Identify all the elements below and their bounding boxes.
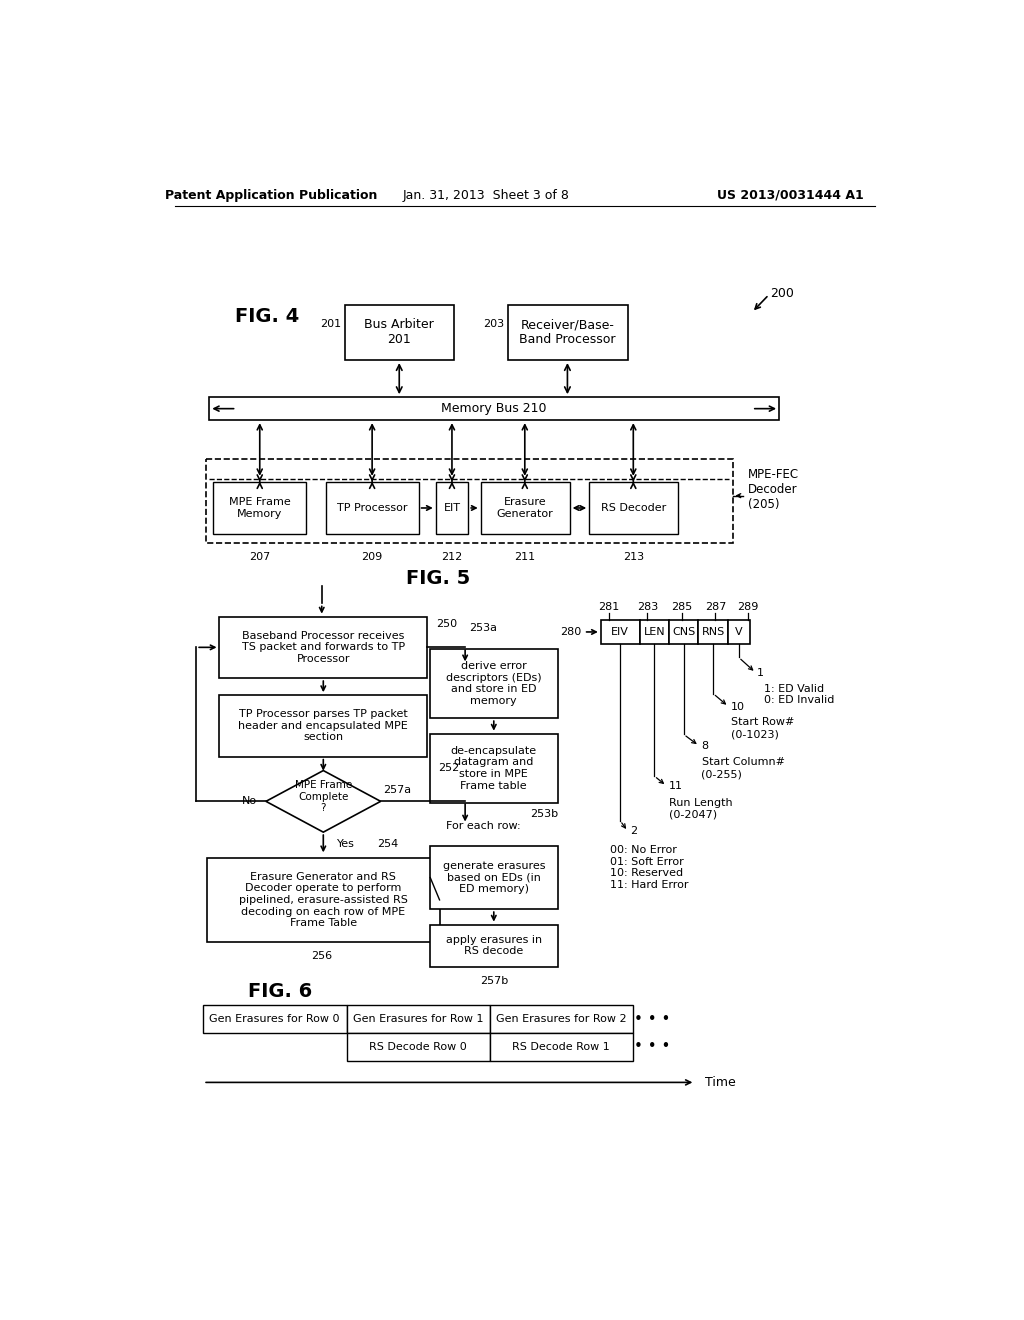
Text: Yes: Yes <box>337 838 355 849</box>
Bar <box>345 305 454 360</box>
Text: 281: 281 <box>598 602 620 611</box>
Bar <box>206 459 732 544</box>
Text: Jan. 31, 2013  Sheet 3 of 8: Jan. 31, 2013 Sheet 3 of 8 <box>402 189 569 202</box>
Text: 289: 289 <box>737 602 759 611</box>
Text: Bus Arbiter
201: Bus Arbiter 201 <box>365 318 434 346</box>
Text: Baseband Processor receives
TS packet and forwards to TP
Processor: Baseband Processor receives TS packet an… <box>242 631 404 664</box>
Text: 280: 280 <box>560 627 582 638</box>
Text: Run Length
(0-2047): Run Length (0-2047) <box>669 797 732 820</box>
Polygon shape <box>266 771 381 832</box>
Text: Receiver/Base-
Band Processor: Receiver/Base- Band Processor <box>519 318 615 346</box>
Text: V: V <box>735 627 742 638</box>
Text: 2: 2 <box>630 826 637 837</box>
Bar <box>669 620 698 644</box>
Bar <box>601 620 640 644</box>
Text: 212: 212 <box>441 552 463 562</box>
Text: Erasure
Generator: Erasure Generator <box>497 498 553 519</box>
Text: For each row:: For each row: <box>445 821 520 832</box>
Bar <box>213 482 306 535</box>
Text: 287: 287 <box>705 602 726 611</box>
Text: 209: 209 <box>361 552 383 562</box>
Text: 285: 285 <box>672 602 693 611</box>
Text: • • •: • • • <box>635 1011 671 1027</box>
Text: Gen Erasures for Row 0: Gen Erasures for Row 0 <box>209 1014 340 1024</box>
Text: apply erasures in
RS decode: apply erasures in RS decode <box>445 935 542 956</box>
Bar <box>219 696 427 756</box>
Text: 207: 207 <box>249 552 270 562</box>
Text: TP Processor parses TP packet
header and encapsulated MPE
section: TP Processor parses TP packet header and… <box>239 709 409 742</box>
Text: MPE Frame
Complete
?: MPE Frame Complete ? <box>295 780 352 813</box>
Text: • • •: • • • <box>635 1039 671 1055</box>
Bar <box>430 846 558 909</box>
Text: 253b: 253b <box>530 809 558 818</box>
Text: 253a: 253a <box>469 623 497 634</box>
Bar <box>698 620 728 644</box>
Text: 1: 1 <box>758 668 764 677</box>
Bar <box>326 482 419 535</box>
Text: Time: Time <box>705 1076 735 1089</box>
Text: 254: 254 <box>378 838 398 849</box>
Bar <box>346 1006 489 1034</box>
Bar <box>489 1006 633 1034</box>
Text: Memory Bus 210: Memory Bus 210 <box>441 403 547 416</box>
Text: Gen Erasures for Row 1: Gen Erasures for Row 1 <box>352 1014 483 1024</box>
Bar <box>430 924 558 966</box>
Text: MPE-FEC
Decoder
(205): MPE-FEC Decoder (205) <box>748 469 799 511</box>
Text: 213: 213 <box>623 552 644 562</box>
Text: 250: 250 <box>436 619 458 630</box>
Bar <box>728 620 750 644</box>
Text: generate erasures
based on EDs (in
ED memory): generate erasures based on EDs (in ED me… <box>442 861 545 894</box>
Bar <box>589 482 678 535</box>
Text: RS Decoder: RS Decoder <box>601 503 666 513</box>
Text: RNS: RNS <box>701 627 725 638</box>
Text: No: No <box>242 796 257 807</box>
Text: 11: 11 <box>669 781 683 791</box>
Text: 201: 201 <box>319 319 341 329</box>
Bar <box>435 482 468 535</box>
Text: Erasure Generator and RS
Decoder operate to perform
pipelined, erasure-assisted : Erasure Generator and RS Decoder operate… <box>239 871 408 928</box>
Text: EIV: EIV <box>611 627 629 638</box>
Text: 257b: 257b <box>479 975 508 986</box>
Text: FIG. 4: FIG. 4 <box>234 306 299 326</box>
Text: de-encapsulate
datagram and
store in MPE
Frame table: de-encapsulate datagram and store in MPE… <box>451 746 537 791</box>
Bar <box>430 734 558 803</box>
Bar <box>209 397 779 420</box>
Text: 1: ED Valid
0: ED Invalid: 1: ED Valid 0: ED Invalid <box>764 684 834 705</box>
Text: 256: 256 <box>311 952 333 961</box>
Text: RS Decode Row 0: RS Decode Row 0 <box>369 1041 467 1052</box>
Text: 283: 283 <box>637 602 657 611</box>
Text: Start Column#
(0-255): Start Column# (0-255) <box>701 758 784 779</box>
Text: MPE Frame
Memory: MPE Frame Memory <box>229 498 291 519</box>
Bar <box>203 1006 346 1034</box>
Text: EIT: EIT <box>443 503 461 513</box>
Text: CNS: CNS <box>672 627 695 638</box>
Text: 8: 8 <box>701 741 709 751</box>
Text: 252: 252 <box>438 763 459 774</box>
Text: FIG. 6: FIG. 6 <box>248 982 312 1001</box>
Bar <box>640 620 669 644</box>
Text: 203: 203 <box>482 319 504 329</box>
Text: Patent Application Publication: Patent Application Publication <box>165 189 378 202</box>
Text: Start Row#
(0-1023): Start Row# (0-1023) <box>731 718 795 739</box>
Bar <box>480 482 569 535</box>
Bar <box>430 649 558 718</box>
Bar <box>346 1034 489 1061</box>
Text: TP Processor: TP Processor <box>337 503 408 513</box>
Text: 00: No Error
01: Soft Error
10: Reserved
11: Hard Error: 00: No Error 01: Soft Error 10: Reserved… <box>610 845 688 890</box>
Text: 257a: 257a <box>383 785 411 795</box>
Bar <box>207 858 439 942</box>
Bar <box>489 1034 633 1061</box>
Bar <box>508 305 628 360</box>
Text: US 2013/0031444 A1: US 2013/0031444 A1 <box>717 189 864 202</box>
Text: LEN: LEN <box>643 627 665 638</box>
Text: 200: 200 <box>770 286 794 300</box>
Bar <box>219 616 427 678</box>
Text: 10: 10 <box>731 702 744 711</box>
Text: FIG. 5: FIG. 5 <box>406 569 470 587</box>
Text: 211: 211 <box>514 552 536 562</box>
Text: RS Decode Row 1: RS Decode Row 1 <box>512 1041 610 1052</box>
Text: Gen Erasures for Row 2: Gen Erasures for Row 2 <box>496 1014 627 1024</box>
Text: derive error
descriptors (EDs)
and store in ED
memory: derive error descriptors (EDs) and store… <box>446 661 542 706</box>
